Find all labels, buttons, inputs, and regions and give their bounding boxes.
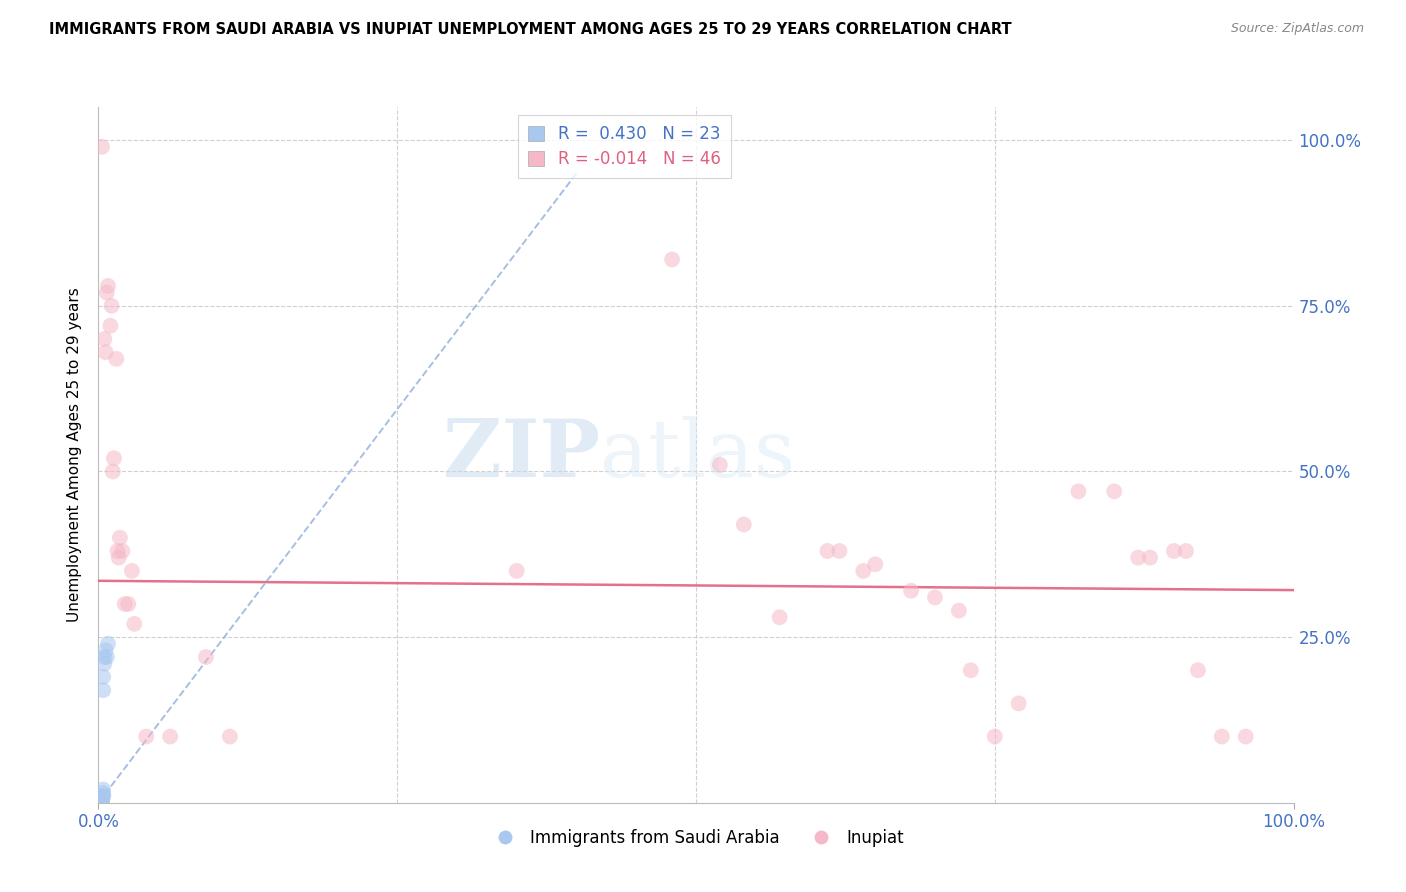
Point xyxy=(91,140,114,154)
Point xyxy=(97,279,120,293)
Point xyxy=(114,597,136,611)
Point xyxy=(91,796,114,810)
Point xyxy=(94,345,117,359)
Point xyxy=(709,458,731,472)
Point xyxy=(948,604,970,618)
Point xyxy=(91,789,114,804)
Point xyxy=(90,796,112,810)
Point xyxy=(195,650,218,665)
Point xyxy=(135,730,157,744)
Point xyxy=(98,318,122,333)
Point xyxy=(852,564,875,578)
Point xyxy=(94,643,117,657)
Point xyxy=(91,789,114,804)
Point xyxy=(91,796,114,810)
Point xyxy=(1128,550,1150,565)
Point xyxy=(124,616,146,631)
Point xyxy=(96,650,118,665)
Point xyxy=(1163,544,1185,558)
Point xyxy=(984,730,1007,744)
Point xyxy=(101,465,124,479)
Point xyxy=(111,544,134,558)
Point xyxy=(733,517,755,532)
Point xyxy=(91,796,114,810)
Point xyxy=(865,558,887,572)
Point xyxy=(815,544,838,558)
Point xyxy=(1175,544,1198,558)
Point xyxy=(960,663,983,677)
Point xyxy=(103,451,125,466)
Point xyxy=(91,796,114,810)
Point xyxy=(96,285,118,300)
Point xyxy=(159,730,181,744)
Point xyxy=(768,610,790,624)
Point xyxy=(91,789,114,804)
Point xyxy=(1067,484,1090,499)
Point xyxy=(506,564,529,578)
Point xyxy=(108,531,131,545)
Point xyxy=(1139,550,1161,565)
Point xyxy=(91,796,114,810)
Point xyxy=(661,252,683,267)
Text: atlas: atlas xyxy=(600,416,796,494)
Point xyxy=(91,786,114,800)
Point xyxy=(90,796,112,810)
Point xyxy=(900,583,922,598)
Text: ZIP: ZIP xyxy=(443,416,600,494)
Text: IMMIGRANTS FROM SAUDI ARABIA VS INUPIAT UNEMPLOYMENT AMONG AGES 25 TO 29 YEARS C: IMMIGRANTS FROM SAUDI ARABIA VS INUPIAT … xyxy=(49,22,1012,37)
Point xyxy=(1187,663,1209,677)
Point xyxy=(828,544,851,558)
Point xyxy=(91,792,114,806)
Point xyxy=(93,657,115,671)
Point xyxy=(90,796,112,810)
Point xyxy=(1211,730,1233,744)
Point xyxy=(91,796,114,810)
Point xyxy=(91,796,114,810)
Point xyxy=(219,730,242,744)
Point xyxy=(97,637,120,651)
Point xyxy=(121,564,143,578)
Point xyxy=(93,332,115,346)
Point xyxy=(107,544,129,558)
Point xyxy=(924,591,946,605)
Point xyxy=(91,683,114,698)
Point xyxy=(107,550,129,565)
Y-axis label: Unemployment Among Ages 25 to 29 years: Unemployment Among Ages 25 to 29 years xyxy=(67,287,83,623)
Point xyxy=(117,597,139,611)
Point xyxy=(93,650,115,665)
Point xyxy=(1234,730,1257,744)
Legend: Immigrants from Saudi Arabia, Inupiat: Immigrants from Saudi Arabia, Inupiat xyxy=(481,822,911,854)
Point xyxy=(1104,484,1126,499)
Text: Source: ZipAtlas.com: Source: ZipAtlas.com xyxy=(1230,22,1364,36)
Point xyxy=(1008,697,1031,711)
Point xyxy=(91,782,114,797)
Point xyxy=(100,299,122,313)
Point xyxy=(105,351,128,366)
Point xyxy=(91,670,114,684)
